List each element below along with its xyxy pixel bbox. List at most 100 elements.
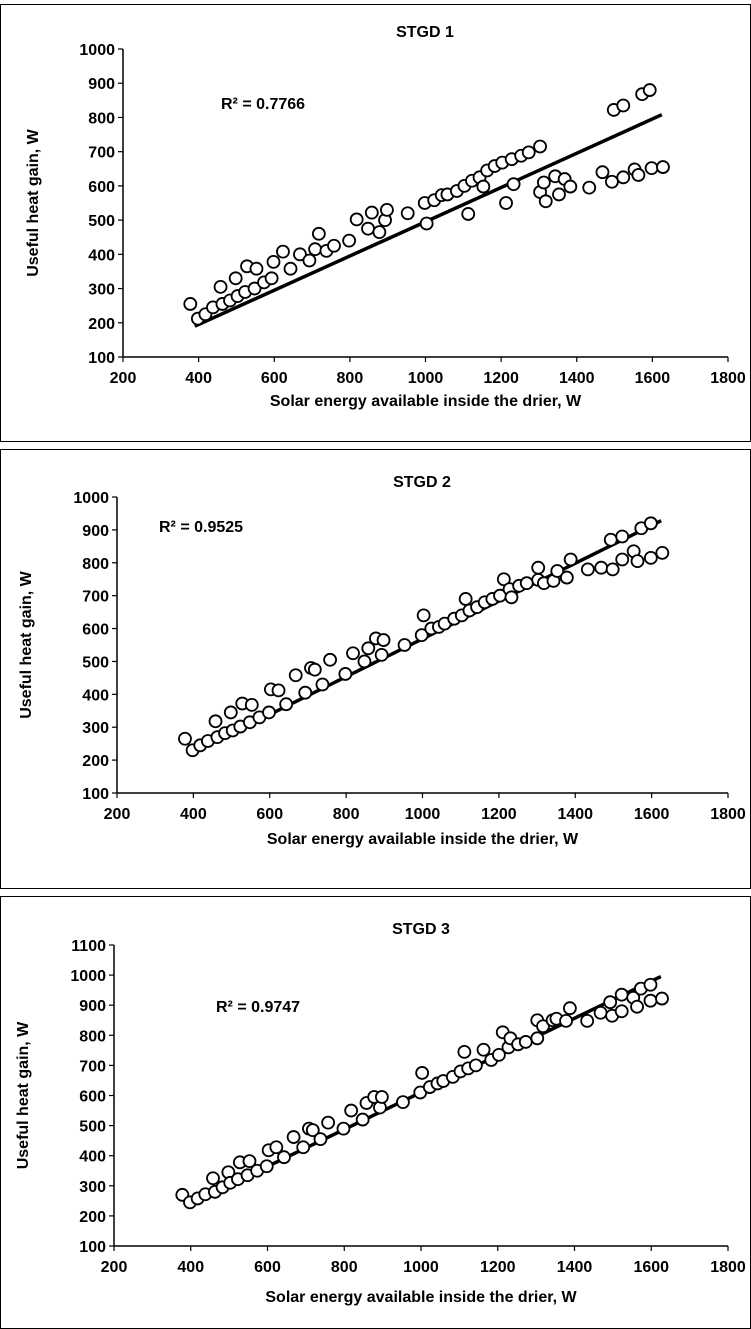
- data-point: [595, 165, 610, 180]
- data-point: [213, 279, 228, 294]
- y-tick-label: 100: [79, 1239, 106, 1256]
- data-point: [271, 683, 286, 698]
- x-tick-label: 200: [101, 1259, 128, 1276]
- x-tick-label: 800: [337, 370, 364, 387]
- y-tick-label: 1100: [71, 938, 106, 955]
- y-tick-label: 800: [82, 556, 109, 573]
- chart-panel-stgd-3: 100 200 300 400 500 600 700 800 900 1000 1100 200 40…: [0, 896, 751, 1329]
- data-point: [552, 187, 566, 202]
- data-point: [397, 638, 412, 652]
- r-squared-label: R² = 0.7766: [221, 96, 305, 113]
- data-point: [376, 633, 391, 647]
- data-point: [562, 1001, 577, 1016]
- data-point: [178, 731, 192, 746]
- data-point: [559, 1013, 573, 1028]
- data-point: [286, 1130, 301, 1144]
- data-point: [313, 1132, 328, 1147]
- y-tick-label: 900: [88, 76, 115, 93]
- data-point: [559, 570, 574, 585]
- data-point: [266, 254, 281, 269]
- data-point: [355, 1112, 370, 1127]
- data-point: [530, 1031, 545, 1046]
- data-point: [344, 1103, 359, 1118]
- y-tick-label: 700: [79, 1058, 106, 1075]
- data-point: [242, 1154, 257, 1169]
- x-tick-label: 1000: [405, 806, 441, 823]
- data-point: [269, 1140, 284, 1155]
- data-point: [593, 1005, 608, 1020]
- y-tick-label: 100: [82, 786, 109, 803]
- data-point: [276, 244, 290, 259]
- data-point: [249, 261, 264, 276]
- x-axis-label: Solar energy available inside the drier,…: [267, 831, 579, 848]
- data-point: [533, 139, 547, 154]
- y-tick-label: 200: [79, 1209, 106, 1226]
- data-point: [298, 685, 313, 700]
- data-point: [357, 654, 372, 669]
- r-squared-label: R² = 0.9525: [159, 519, 243, 536]
- y-axis-label: Useful heat gain, W: [18, 570, 35, 718]
- data-point: [346, 646, 360, 661]
- x-tick-label: 400: [185, 370, 212, 387]
- data-point: [296, 1140, 311, 1155]
- r-squared-label: R² = 0.9747: [216, 999, 300, 1016]
- data-point: [288, 668, 303, 683]
- data-point: [536, 175, 551, 190]
- x-tick-label: 1000: [403, 1259, 439, 1276]
- data-point: [518, 1035, 533, 1049]
- data-point: [643, 550, 658, 565]
- data-point: [476, 1042, 491, 1057]
- x-tick-label: 1600: [634, 806, 670, 823]
- scatter-chart-stgd-1: 100 200 300 400 500 600 700 800 900 1000 200 400 600…: [25, 24, 746, 410]
- y-tick-label: 500: [88, 213, 115, 230]
- data-point: [374, 1090, 389, 1104]
- x-tick-label: 1400: [557, 1259, 593, 1276]
- data-point: [630, 554, 645, 569]
- data-point: [468, 1058, 483, 1073]
- y-tick-label: 800: [88, 110, 115, 127]
- y-tick-label: 300: [79, 1179, 106, 1196]
- data-point: [563, 552, 578, 567]
- y-tick-label: 1000: [73, 490, 109, 507]
- data-point: [492, 1047, 506, 1062]
- y-tick-label: 400: [82, 687, 109, 704]
- x-tick-label: 200: [110, 370, 137, 387]
- data-point: [338, 667, 353, 681]
- data-point: [496, 572, 511, 587]
- x-tick-label: 1000: [408, 370, 444, 387]
- x-tick-label: 1800: [710, 806, 746, 823]
- x-tick-label: 200: [104, 806, 131, 823]
- data-point: [336, 1121, 351, 1136]
- y-tick-label: 400: [79, 1149, 106, 1166]
- y-tick-label: 1000: [79, 42, 115, 59]
- data-point: [277, 1150, 291, 1165]
- data-point: [396, 1095, 410, 1110]
- data-point: [259, 1159, 274, 1174]
- x-tick-label: 800: [333, 806, 360, 823]
- data-point: [616, 98, 631, 113]
- y-tick-label: 400: [88, 247, 115, 264]
- data-point: [631, 168, 646, 182]
- data-point: [519, 576, 534, 591]
- data-point: [374, 647, 389, 662]
- x-tick-label: 600: [261, 370, 288, 387]
- data-point: [247, 281, 262, 296]
- data-point: [616, 170, 631, 185]
- y-tick-label: 700: [82, 589, 109, 606]
- x-tick-label: 800: [331, 1259, 358, 1276]
- data-point: [361, 221, 375, 236]
- data-point: [400, 206, 415, 221]
- chart-title: STGD 2: [393, 474, 451, 491]
- data-point: [476, 179, 491, 194]
- x-tick-label: 1600: [633, 1259, 669, 1276]
- y-tick-label: 600: [79, 1089, 106, 1106]
- y-tick-label: 500: [79, 1119, 106, 1136]
- data-point: [380, 202, 394, 217]
- data-point: [315, 677, 330, 692]
- data-point: [349, 212, 364, 227]
- x-tick-label: 1200: [483, 370, 519, 387]
- x-tick-label: 1200: [480, 1259, 516, 1276]
- y-tick-label: 200: [82, 753, 109, 770]
- data-point: [223, 705, 238, 720]
- data-point: [656, 160, 670, 174]
